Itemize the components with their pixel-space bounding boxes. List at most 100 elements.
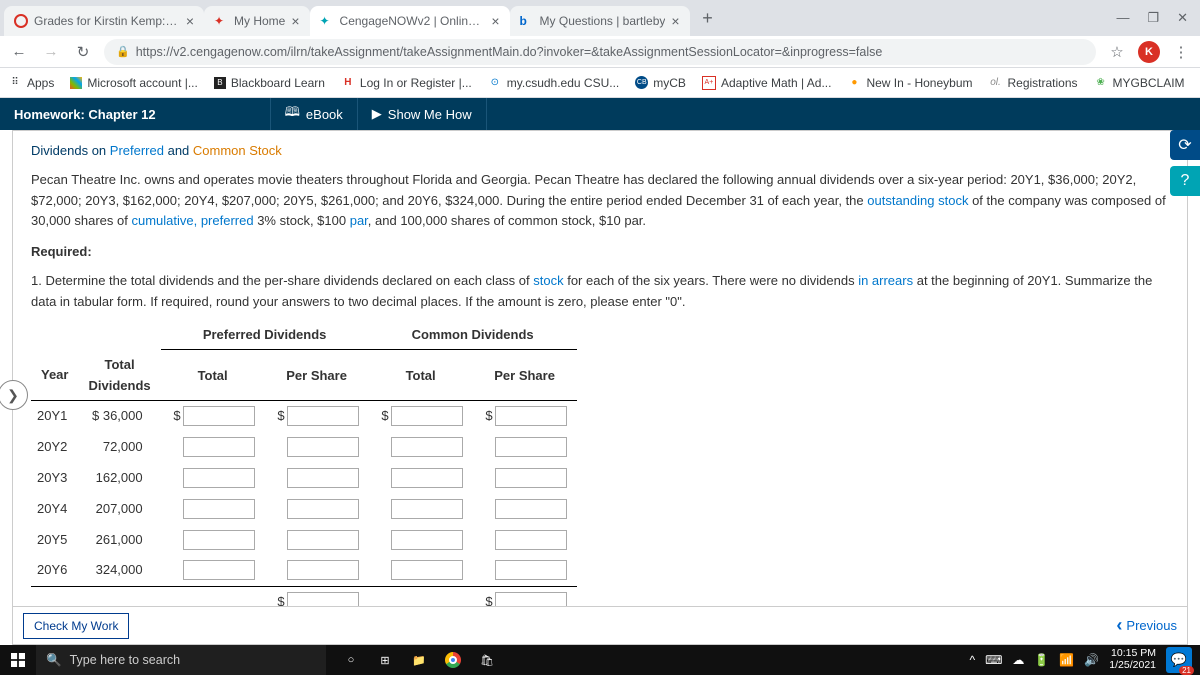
url-input[interactable]: 🔒 https://v2.cengagenow.com/ilrn/takeAss…	[104, 39, 1096, 65]
tab-title: CengageNOWv2 | Online teachin	[340, 14, 486, 28]
common-total-input[interactable]	[391, 437, 463, 457]
bookmarks-bar: ⠿Apps Microsoft account |... BBlackboard…	[0, 68, 1200, 98]
browser-tab-active[interactable]: ✦ CengageNOWv2 | Online teachin ×	[310, 6, 510, 36]
close-icon[interactable]: ×	[671, 13, 679, 29]
star-icon[interactable]: ☆	[1106, 43, 1128, 61]
notification-badge: 21	[1179, 666, 1194, 675]
total-input[interactable]	[287, 592, 359, 607]
table-total-row: $ $	[31, 587, 577, 607]
term-link[interactable]: stock	[533, 273, 563, 288]
clock[interactable]: 10:15 PM 1/25/2021	[1109, 648, 1156, 671]
refresh-button[interactable]: ⟳	[1170, 130, 1200, 160]
pref-pershare-input[interactable]	[287, 530, 359, 550]
input-cell: $	[265, 401, 369, 432]
battery-icon[interactable]: 🔋	[1034, 653, 1049, 667]
pref-pershare-input[interactable]	[287, 468, 359, 488]
forward-icon[interactable]: →	[40, 43, 62, 60]
common-pershare-input[interactable]	[495, 437, 567, 457]
term-link[interactable]: in arrears	[858, 273, 913, 288]
pref-total-input[interactable]	[183, 499, 255, 519]
taskbar-search[interactable]: 🔍 Type here to search	[36, 645, 326, 675]
bookmark-label: MYGBCLAIM	[1113, 76, 1185, 90]
reload-icon[interactable]: ↻	[72, 43, 94, 61]
bookmark-item[interactable]: Microsoft account |...	[70, 76, 198, 90]
wifi-icon[interactable]: 📶	[1059, 653, 1074, 667]
input-cell	[473, 555, 577, 586]
ebook-button[interactable]: 🕮eBook	[270, 98, 357, 130]
help-button[interactable]: ?	[1170, 166, 1200, 196]
common-total-input[interactable]	[391, 468, 463, 488]
back-icon[interactable]: ←	[8, 43, 30, 60]
common-pershare-input[interactable]	[495, 560, 567, 580]
browser-tab[interactable]: Grades for Kirstin Kemp: ACCTG ×	[4, 6, 204, 36]
common-pershare-input[interactable]	[495, 530, 567, 550]
task-view-icon[interactable]: ⊞	[368, 645, 402, 675]
common-total-input[interactable]	[391, 406, 463, 426]
total-dividends-cell: 162,000	[78, 463, 160, 494]
pref-total-input[interactable]	[183, 560, 255, 580]
bookmark-item[interactable]: A+Adaptive Math | Ad...	[702, 76, 832, 90]
apps-button[interactable]: ⠿Apps	[8, 76, 54, 90]
term-link[interactable]: Preferred	[110, 143, 164, 158]
cloud-icon[interactable]: ☁	[1012, 653, 1024, 667]
show-me-how-button[interactable]: ▶Show Me How	[357, 98, 487, 130]
bookmark-item[interactable]: CBmyCB	[635, 76, 686, 90]
minimize-icon[interactable]: —	[1116, 10, 1129, 26]
start-button[interactable]	[0, 645, 36, 675]
term-link[interactable]: outstanding stock	[867, 193, 968, 208]
pref-pershare-input[interactable]	[287, 499, 359, 519]
pref-pershare-input[interactable]	[287, 560, 359, 580]
common-pershare-input[interactable]	[495, 499, 567, 519]
total-input[interactable]	[495, 592, 567, 607]
common-total-input[interactable]	[391, 530, 463, 550]
bookmark-item[interactable]: ⊙my.csudh.edu CSU...	[488, 76, 620, 90]
year-cell: 20Y5	[31, 525, 78, 556]
term-link[interactable]: par	[350, 213, 368, 228]
bookmark-item[interactable]: ❀MYGBCLAIM	[1094, 76, 1185, 90]
store-icon[interactable]: 🛍	[470, 645, 504, 675]
bookmark-item[interactable]: HLog In or Register |...	[341, 76, 472, 90]
term-link[interactable]: cumulative, preferred	[131, 213, 253, 228]
maximize-icon[interactable]: ❐	[1147, 10, 1159, 26]
bookmark-icon: B	[214, 77, 226, 89]
browser-tab[interactable]: b My Questions | bartleby ×	[510, 6, 690, 36]
close-icon[interactable]: ×	[491, 13, 499, 29]
menu-icon[interactable]: ⋮	[1170, 43, 1192, 61]
pref-total-input[interactable]	[183, 530, 255, 550]
bookmark-item[interactable]: ol.Registrations	[989, 76, 1078, 90]
file-explorer-icon[interactable]: 📁	[402, 645, 436, 675]
cortana-icon[interactable]: ○	[334, 645, 368, 675]
bookmark-icon	[70, 77, 82, 89]
tray-chevron-icon[interactable]: ^	[969, 653, 975, 667]
chrome-icon[interactable]	[436, 645, 470, 675]
check-work-button[interactable]: Check My Work	[23, 613, 129, 639]
pref-total-input[interactable]	[183, 437, 255, 457]
previous-button[interactable]: ‹ Previous	[1116, 615, 1177, 636]
notification-button[interactable]: 💬21	[1166, 647, 1192, 673]
volume-icon[interactable]: 🔊	[1084, 653, 1099, 667]
common-pershare-input[interactable]	[495, 406, 567, 426]
common-total-input[interactable]	[391, 499, 463, 519]
pref-pershare-input[interactable]	[287, 406, 359, 426]
close-icon[interactable]: ×	[291, 13, 299, 29]
profile-avatar[interactable]: K	[1138, 41, 1160, 63]
keyboard-icon[interactable]: ⌨	[985, 653, 1002, 667]
chevron-left-icon: ‹	[1116, 615, 1122, 636]
video-icon: ▶	[372, 106, 382, 122]
pref-total-input[interactable]	[183, 406, 255, 426]
common-pershare-input[interactable]	[495, 468, 567, 488]
year-cell: 20Y1	[31, 401, 78, 432]
close-window-icon[interactable]: ✕	[1177, 10, 1188, 26]
pref-pershare-input[interactable]	[287, 437, 359, 457]
common-total-input[interactable]	[391, 560, 463, 580]
new-tab-button[interactable]: +	[694, 4, 722, 32]
close-icon[interactable]: ×	[186, 13, 194, 29]
bookmark-item[interactable]: ●New In - Honeybum	[847, 76, 972, 90]
bookmark-item[interactable]: BBlackboard Learn	[214, 76, 325, 90]
pref-total-input[interactable]	[183, 468, 255, 488]
browser-tab[interactable]: ✦ My Home ×	[204, 6, 310, 36]
tab-title: Grades for Kirstin Kemp: ACCTG	[34, 14, 180, 28]
windows-icon	[11, 653, 25, 667]
text: 1. Determine the total dividends and the…	[31, 273, 533, 288]
input-cell	[161, 494, 265, 525]
